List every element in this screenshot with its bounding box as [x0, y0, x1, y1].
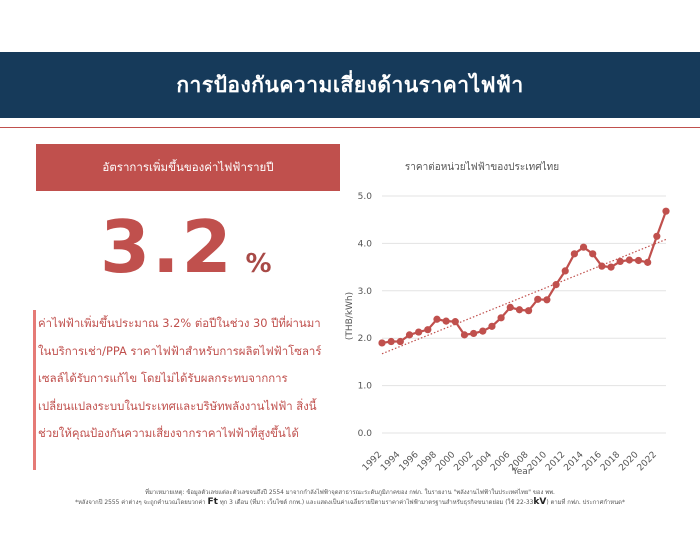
trendline-path: [381, 238, 667, 355]
data-point: [479, 327, 487, 335]
data-point: [589, 250, 597, 258]
data-point: [433, 315, 441, 323]
data-point: [405, 331, 414, 339]
data-point: [506, 303, 514, 311]
x-tick-label: 2018: [599, 450, 622, 473]
data-point: [552, 281, 560, 289]
y-tick-label: 1.0: [358, 382, 373, 392]
description-line: ค่าไฟฟ้าเพิ่มขึ้นประมาณ 3.2% ต่อปีในช่วง…: [38, 316, 321, 330]
annual-increase-label: อัตราการเพิ่มขึ้นของค่าไฟฟ้ารายปี: [36, 144, 340, 191]
x-tick-label: 2014: [562, 450, 585, 473]
data-point: [470, 329, 478, 338]
footnote-calculation: *หลังจากปี 2555 ค่าต่างๆ จะถูกคำนวณโดยบว…: [0, 497, 700, 507]
data-point: [460, 331, 469, 339]
x-tick-label: 2022: [636, 450, 659, 473]
data-point: [524, 307, 533, 315]
data-point: [607, 263, 615, 271]
big-stat-unit: %: [245, 249, 272, 279]
x-axis-title: Year: [511, 467, 531, 477]
footnote-calc-post: ) ตามที่ กฟภ. ประกาศกำหนด*: [546, 500, 625, 506]
description-line: ในบริการเช่า/PPA ราคาไฟฟ้าสำหรับการผลิตไ…: [38, 343, 322, 358]
big-stat: 3.2 %: [100, 205, 272, 295]
chart-grid: [382, 195, 666, 434]
description-line: เซลล์ได้รับการแก้ไข โดยไม่ได้รับผลกระทบจ…: [38, 371, 288, 385]
data-point: [616, 257, 624, 266]
footnote-source-text: ที่มาเหมายเหตุ: ข้อมูลตัวเลขแต่ละตัวเลขจ…: [145, 490, 555, 496]
y-axis-title: (THB/kWh): [345, 292, 355, 340]
big-stat-value: 3.2: [100, 205, 234, 289]
x-tick-label: 2000: [434, 450, 457, 473]
data-point: [442, 317, 450, 325]
y-tick-label: 0.0: [358, 429, 373, 439]
data-point: [515, 306, 524, 314]
footnote-calc-ft: Ft: [207, 497, 218, 507]
x-tick-label: 1996: [397, 450, 420, 473]
series-line: [381, 210, 668, 345]
data-point: [561, 267, 569, 275]
data-point: [634, 256, 643, 265]
x-tick-label: 1998: [416, 450, 439, 473]
footnote-calc-mid: ทุก 3 เดือน (ที่มา: เว็บไซต์ กกพ.) และแส…: [219, 500, 534, 506]
data-point: [415, 328, 423, 336]
description-line: ช่วยให้คุณป้องกันความเสี่ยงจากราคาไฟฟ้าท…: [38, 426, 299, 440]
x-axis-ticks: 1992199419961998200020022004200620082010…: [361, 450, 659, 473]
x-tick-label: 2004: [471, 450, 494, 473]
data-point: [534, 295, 542, 303]
data-point: [653, 232, 661, 240]
x-tick-label: 2012: [544, 450, 567, 473]
data-point: [543, 296, 551, 304]
description-line: เปลี่ยนแปลงระบบในประเทศและบริษัทพลังงานไ…: [38, 398, 317, 413]
annual-increase-label-text: อัตราการเพิ่มขึ้นของค่าไฟฟ้ารายปี: [102, 159, 274, 174]
x-tick-label: 2006: [489, 450, 512, 473]
y-tick-label: 2.0: [358, 334, 373, 344]
x-tick-label: 1992: [361, 450, 384, 473]
y-axis-ticks: 0.0 1.0 2.0 3.0 4.0 5.0: [358, 192, 373, 439]
x-tick-label: 2016: [581, 450, 604, 473]
data-point: [579, 243, 588, 251]
description-block: ค่าไฟฟ้าเพิ่มขึ้นประมาณ 3.2% ต่อปีในช่วง…: [33, 310, 346, 470]
page-title: การป้องกันความเสี่ยงด้านราคาไฟฟ้า: [176, 72, 524, 97]
data-point: [387, 337, 395, 346]
y-tick-label: 3.0: [358, 287, 373, 297]
data-point: [451, 318, 459, 326]
data-point: [424, 326, 432, 334]
data-point: [488, 322, 496, 330]
x-tick-label: 2020: [617, 450, 640, 473]
x-tick-label: 2002: [452, 450, 475, 473]
data-point: [598, 262, 606, 270]
electricity-price-chart: ราคาต่อหน่วยไฟฟ้าของประเทศไทย 0.0 1.0 2.0 3…: [345, 161, 670, 477]
data-point: [570, 250, 578, 258]
header-divider: [0, 127, 700, 128]
footnote-calc-pre: *หลังจากปี 2555 ค่าต่างๆ จะถูกคำนวณโดยบว…: [75, 500, 206, 506]
y-tick-label: 4.0: [358, 239, 373, 249]
page-header: การป้องกันความเสี่ยงด้านราคาไฟฟ้า: [0, 52, 700, 118]
data-point: [378, 339, 386, 347]
data-point: [644, 258, 652, 266]
data-point: [396, 337, 404, 346]
chart-title: ราคาต่อหน่วยไฟฟ้าของประเทศไทย: [405, 161, 559, 173]
data-point: [497, 314, 505, 322]
data-point: [662, 207, 670, 215]
chart-series: [378, 207, 670, 347]
x-tick-label: 1994: [379, 450, 402, 473]
y-tick-label: 5.0: [358, 192, 373, 202]
footnote-calc-kv: kV: [533, 497, 547, 507]
trendline: [381, 238, 667, 355]
data-point: [625, 256, 633, 264]
footnote-source: ที่มาเหมายเหตุ: ข้อมูลตัวเลขแต่ละตัวเลขจ…: [0, 487, 700, 497]
